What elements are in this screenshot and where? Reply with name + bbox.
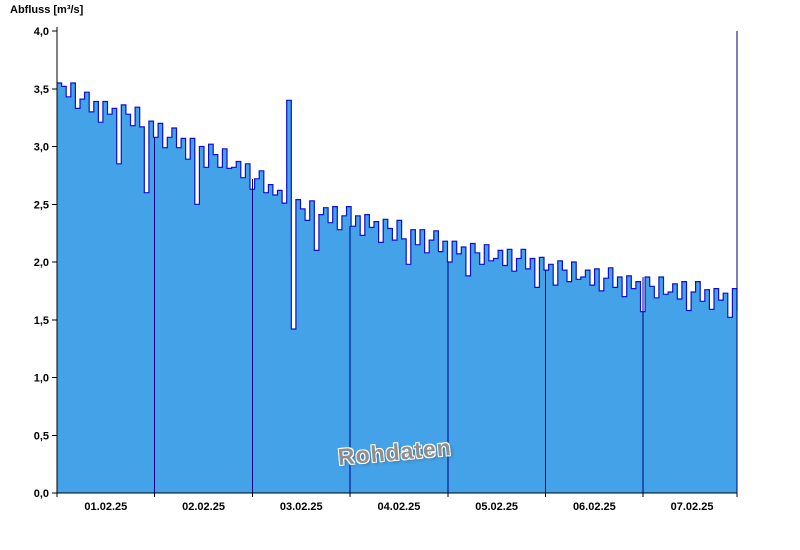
y-tick-label: 1,5 xyxy=(34,315,49,327)
data-line xyxy=(56,82,738,330)
y-tick-label: 3,5 xyxy=(34,84,49,96)
y-tick-label: 0,0 xyxy=(34,488,49,500)
y-tick-label: 3,0 xyxy=(34,142,49,154)
x-date-label: 02.02.25 xyxy=(182,501,225,513)
x-date-label: 06.02.25 xyxy=(573,501,616,513)
y-tick-label: 2,5 xyxy=(34,199,49,211)
x-date-label: 05.02.25 xyxy=(475,501,518,513)
y-tick-label: 0,5 xyxy=(34,430,49,442)
chart-title: Abfluss [m³/s] xyxy=(10,4,84,16)
y-tick-label: 2,0 xyxy=(34,257,49,269)
x-date-label: 01.02.25 xyxy=(84,501,127,513)
y-tick-label: 1,0 xyxy=(34,373,49,385)
y-tick-label: 4,0 xyxy=(34,26,49,38)
area-fill xyxy=(57,82,737,493)
x-date-label: 03.02.25 xyxy=(280,501,323,513)
x-date-label: 04.02.25 xyxy=(378,501,421,513)
x-date-label: 07.02.25 xyxy=(671,501,714,513)
